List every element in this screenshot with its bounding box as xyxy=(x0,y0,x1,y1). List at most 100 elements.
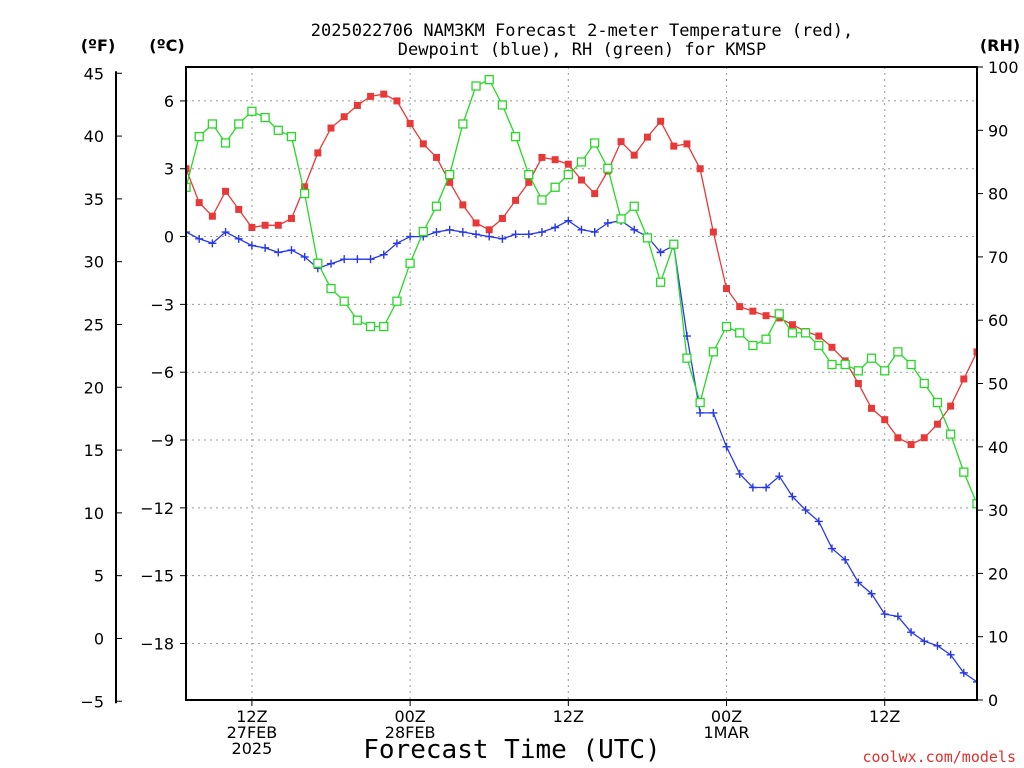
rh-point xyxy=(590,138,600,148)
fahrenheit-tick-label: 30 xyxy=(84,253,104,272)
rh-point xyxy=(563,169,573,180)
temperature-point xyxy=(512,196,520,204)
dewpoint-point xyxy=(551,223,560,232)
rh-point xyxy=(695,397,705,408)
x-tick-label: 00Z xyxy=(711,707,742,726)
rh-point xyxy=(932,397,943,408)
rh-point xyxy=(299,188,310,199)
temperature-point xyxy=(498,214,506,222)
temperature-point xyxy=(854,380,862,387)
rh-point xyxy=(471,81,481,91)
rh-point xyxy=(840,359,850,370)
rh-point xyxy=(880,366,890,376)
rh-point xyxy=(616,214,626,224)
temperature-point xyxy=(815,332,823,340)
temperature-point xyxy=(933,420,941,428)
chart-title-line-1: 2025022706 NAM3KM Forecast 2-meter Tempe… xyxy=(311,21,853,41)
rh-point xyxy=(365,321,376,332)
rh-point xyxy=(550,182,560,192)
rh-point xyxy=(273,125,283,135)
rh-point xyxy=(735,328,745,338)
fahrenheit-tick-label: 25 xyxy=(84,315,104,334)
rh-point xyxy=(761,334,771,344)
rh-point xyxy=(286,131,297,142)
rh-point xyxy=(339,296,349,306)
series-celsius-1 xyxy=(186,216,977,686)
temperature-point xyxy=(749,307,757,315)
rh-point xyxy=(655,277,666,287)
fahrenheit-unit-label: (ºF) xyxy=(81,36,116,55)
dewpoint-point xyxy=(722,442,731,451)
dewpoint-point xyxy=(366,255,375,264)
temperature-point xyxy=(274,221,282,229)
dewpoint-point xyxy=(379,250,388,259)
temperature-point xyxy=(920,434,928,442)
temperature-point xyxy=(380,90,388,98)
celsius-tick-label: 6 xyxy=(164,92,174,111)
fahrenheit-tick-label: 35 xyxy=(84,190,104,209)
temperature-point xyxy=(406,120,414,128)
dewpoint-point xyxy=(406,232,415,241)
dewpoint-point xyxy=(340,255,349,264)
rh-point xyxy=(234,119,244,129)
temperature-point xyxy=(578,176,585,184)
celsius-tick-label: 0 xyxy=(164,228,174,247)
x-tick-label: 2025 xyxy=(232,739,273,758)
rh-point xyxy=(774,309,784,319)
temperature-point xyxy=(287,214,295,222)
rh-tick-label: 40 xyxy=(988,438,1008,457)
temperature-point xyxy=(881,416,889,424)
x-tick-label: 00Z xyxy=(394,707,425,726)
temperature-point xyxy=(670,142,678,150)
temperature-point xyxy=(314,149,322,157)
dewpoint-point xyxy=(472,230,481,239)
dewpoint-point xyxy=(854,578,863,587)
temperature-point xyxy=(432,153,440,161)
x-tick-label: 28FEB xyxy=(385,723,436,742)
dewpoint-point xyxy=(564,216,573,225)
dewpoint-point xyxy=(762,483,771,492)
dewpoint-point xyxy=(524,230,533,239)
rh-point xyxy=(629,201,639,211)
dewpoint-point xyxy=(195,234,204,243)
dewpoint-point xyxy=(867,589,876,598)
temperature-point xyxy=(591,190,599,198)
temperature-point xyxy=(657,117,665,125)
temperature-point xyxy=(186,165,190,173)
rh-point xyxy=(247,106,257,116)
temperature-point xyxy=(828,343,836,351)
dewpoint-point xyxy=(814,517,823,526)
dewpoint-point xyxy=(735,469,744,478)
dewpoint-point xyxy=(880,610,889,619)
series-rh-2 xyxy=(186,75,977,509)
x-tick-label: 12Z xyxy=(553,707,584,726)
temperature-point xyxy=(248,224,256,232)
rh-tick-label: 50 xyxy=(988,375,1008,394)
dewpoint-point xyxy=(920,637,929,646)
dewpoint-point xyxy=(590,228,599,237)
fahrenheit-tick-label: −5 xyxy=(80,692,104,711)
rh-point xyxy=(352,315,363,325)
temperature-point xyxy=(907,441,915,449)
rh-point xyxy=(972,499,977,509)
fahrenheit-tick-label: 45 xyxy=(84,64,104,83)
dewpoint-point xyxy=(907,628,916,637)
temperature-point xyxy=(947,402,955,410)
dewpoint-point xyxy=(186,228,190,237)
rh-tick-label: 90 xyxy=(988,121,1008,140)
rh-point xyxy=(418,226,428,237)
fahrenheit-tick-label: 15 xyxy=(84,441,104,460)
x-tick-label: 12Z xyxy=(236,707,267,726)
rh-point xyxy=(748,340,758,351)
dewpoint-point xyxy=(893,612,902,621)
celsius-tick-label: 3 xyxy=(164,160,174,179)
dewpoint-point xyxy=(353,255,362,264)
dewpoint-point xyxy=(234,234,243,243)
temperature-point xyxy=(551,156,559,164)
temperature-point xyxy=(195,199,203,207)
temperature-point xyxy=(788,321,796,329)
dewpoint-point xyxy=(392,239,401,248)
dewpoint-point xyxy=(656,248,665,257)
celsius-tick-label: −9 xyxy=(150,431,174,450)
rh-point xyxy=(260,112,270,123)
